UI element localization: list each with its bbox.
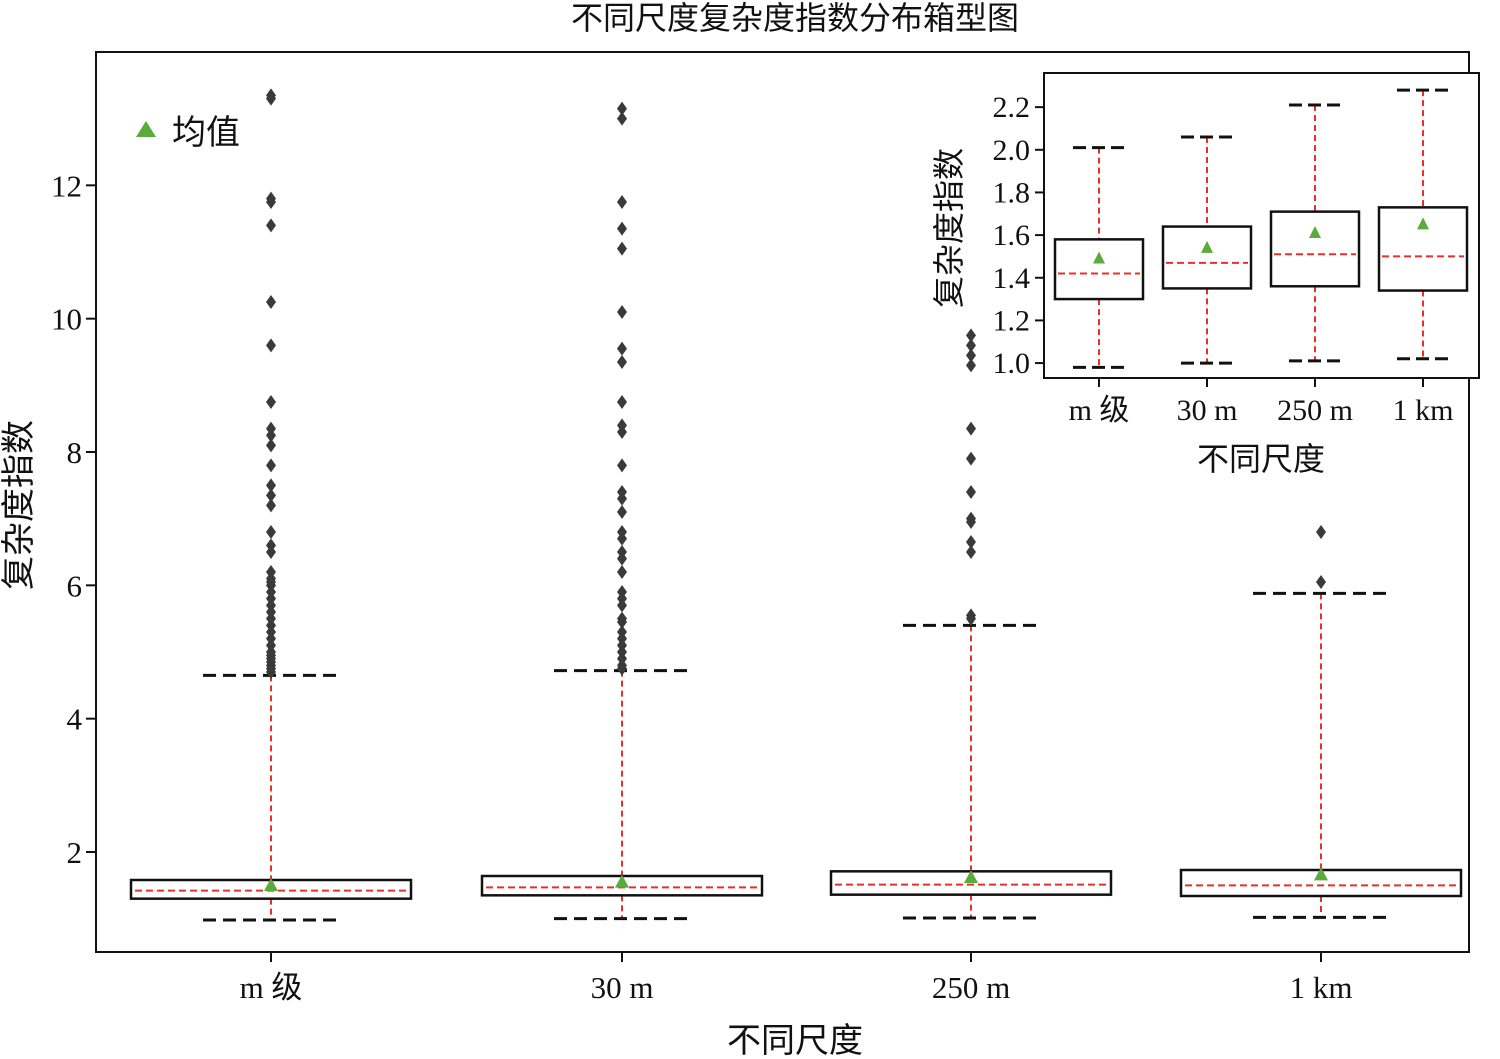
mean-marker xyxy=(1314,867,1328,881)
inset-y-tick-label: 2.0 xyxy=(993,134,1031,167)
outlier-point xyxy=(617,625,627,639)
inset-box xyxy=(1269,210,1361,288)
outlier-point xyxy=(266,395,276,409)
outlier-point xyxy=(966,511,976,526)
outlier-point xyxy=(966,451,976,466)
outlier-point xyxy=(617,395,627,409)
y-tick-label: 6 xyxy=(67,568,83,603)
inset-y-tick-label: 1.4 xyxy=(993,262,1031,295)
inset-box xyxy=(1161,225,1253,290)
inset-y-tick-label: 1.6 xyxy=(993,219,1031,252)
outlier-point xyxy=(966,348,976,363)
mean-marker xyxy=(615,874,629,888)
outlier-point xyxy=(617,545,627,559)
outlier-point xyxy=(966,338,976,353)
inset-y-tick-label: 1.8 xyxy=(993,176,1031,209)
outlier-point xyxy=(266,498,276,513)
chart-title: 不同尺度复杂度指数分布箱型图 xyxy=(571,0,1019,36)
outlier-point xyxy=(617,485,627,499)
inset-y-tick-label: 2.2 xyxy=(993,91,1031,124)
y-tick-label: 10 xyxy=(51,302,82,337)
outlier-point xyxy=(617,221,627,236)
outlier-point xyxy=(266,458,276,473)
outlier-point xyxy=(266,538,276,553)
inset-x-tick-label: 250 m xyxy=(1277,394,1353,427)
outlier-point xyxy=(1316,575,1326,589)
inset-mean-marker xyxy=(1093,251,1105,264)
inset-x-tick-label: m 级 xyxy=(1069,394,1130,427)
outlier-point xyxy=(617,195,627,209)
main-plot-frame xyxy=(95,51,1470,953)
x-axis-label: 不同尺度 xyxy=(727,1022,863,1059)
y-tick-label: 8 xyxy=(67,435,83,470)
outlier-point xyxy=(617,341,627,356)
outlier-point xyxy=(617,111,627,126)
inset-mean-marker xyxy=(1309,225,1321,238)
inset-plot-area: 1.0 1.2 1.4 1.6 1.8 2.0 2.2 m 级 30 m 250 m 1 km xyxy=(993,88,1469,427)
x-tick-label: m 级 xyxy=(240,970,303,1005)
outlier-point xyxy=(617,418,627,433)
outlier-point xyxy=(617,525,627,539)
outlier-point xyxy=(617,305,627,319)
x-tick-label: 1 km xyxy=(1290,970,1353,1005)
outlier-point xyxy=(266,218,276,233)
legend: 均值 xyxy=(136,114,240,152)
y-tick-label: 12 xyxy=(51,168,82,203)
legend-label: 均值 xyxy=(172,114,240,152)
outlier-point xyxy=(617,505,627,519)
outlier-point xyxy=(617,241,627,256)
outlier-point xyxy=(266,525,276,539)
outlier-point xyxy=(617,585,627,599)
x-tick-label: 30 m xyxy=(591,970,654,1005)
y-axis-label: 复杂度指数 xyxy=(0,420,38,590)
outlier-point xyxy=(266,88,276,103)
outlier-point xyxy=(266,565,276,579)
outlier-point xyxy=(266,191,276,206)
outlier-point xyxy=(617,565,627,579)
outlier-point xyxy=(266,438,276,453)
outlier-point xyxy=(266,295,276,309)
y-tick-label: 4 xyxy=(67,702,83,737)
outlier-point xyxy=(966,545,976,559)
inset-y-tick-label: 1.2 xyxy=(993,304,1031,337)
outlier-point xyxy=(966,608,976,623)
outlier-point xyxy=(966,358,976,373)
outlier-point xyxy=(617,611,627,626)
inset-y-tick-label: 1.0 xyxy=(993,347,1031,380)
legend-mean-marker xyxy=(136,121,156,137)
mean-marker xyxy=(964,870,978,883)
outlier-point xyxy=(266,338,276,353)
inset-y-axis-label: 复杂度指数 xyxy=(931,148,967,308)
outlier-point xyxy=(266,488,276,503)
inset-box xyxy=(1053,238,1145,301)
outlier-point xyxy=(966,421,976,436)
inset-x-tick-label: 1 km xyxy=(1393,394,1454,427)
outlier-point xyxy=(266,421,276,436)
y-tick-label: 2 xyxy=(67,835,83,870)
x-tick-label: 250 m xyxy=(932,970,1010,1005)
outlier-point xyxy=(966,328,976,343)
mean-marker xyxy=(264,878,278,891)
outlier-point xyxy=(966,535,976,549)
outlier-point xyxy=(1316,525,1326,539)
outlier-point xyxy=(617,355,627,369)
outlier-point xyxy=(966,485,976,499)
main-plot-area: 2 4 6 8 10 12 m 级 30 m 250 m 1 km xyxy=(51,88,1463,1005)
inset-mean-marker xyxy=(1417,217,1429,230)
outlier-point xyxy=(617,458,627,473)
inset-x-tick-label: 30 m xyxy=(1177,394,1238,427)
outlier-point xyxy=(266,478,276,493)
outlier-point xyxy=(617,101,627,116)
inset-x-axis-label: 不同尺度 xyxy=(1197,441,1325,477)
inset-mean-marker xyxy=(1201,240,1213,253)
